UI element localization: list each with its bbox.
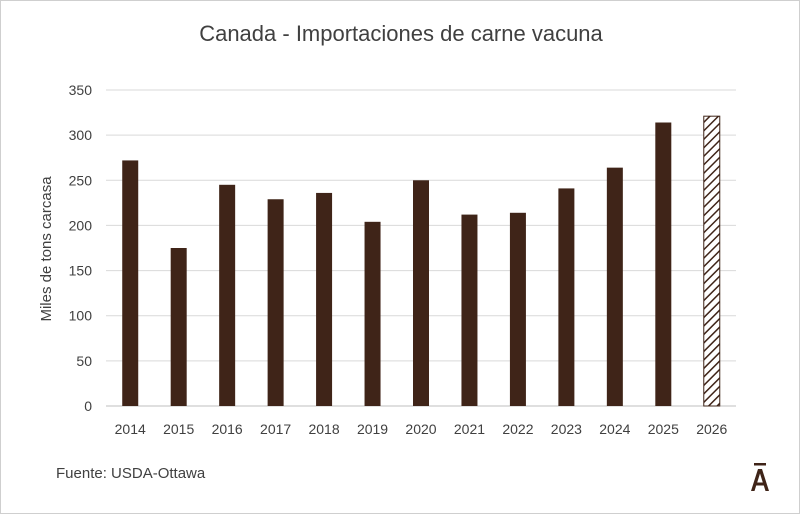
x-tick-label: 2020 [405, 421, 436, 437]
bar-2014 [122, 160, 139, 406]
y-tick-label: 100 [69, 308, 93, 324]
x-tick-label: 2023 [551, 421, 582, 437]
source-note: Fuente: USDA-Ottawa [56, 465, 206, 482]
y-tick-label: 200 [69, 217, 93, 233]
x-tick-label: 2019 [357, 421, 388, 437]
bar-2018 [316, 192, 333, 406]
a-macron-logo-icon [751, 463, 769, 491]
x-tick-label: 2022 [502, 421, 533, 437]
x-tick-label: 2015 [163, 421, 194, 437]
bar-2020 [413, 180, 429, 406]
y-tick-label: 250 [69, 172, 93, 188]
x-tick-label: 2021 [454, 421, 485, 437]
x-tick-label: 2017 [260, 421, 291, 437]
bar-2022 [509, 212, 526, 406]
x-tick-label: 2025 [648, 421, 679, 437]
bar-2016 [219, 184, 236, 406]
chart-title: Canada - Importaciones de carne vacuna [199, 21, 603, 46]
bar-2024 [606, 167, 623, 406]
x-tick-label: 2024 [599, 421, 630, 437]
x-tick-label: 2014 [115, 421, 146, 437]
y-tick-label: 300 [69, 127, 93, 143]
bar-2025 [655, 122, 672, 406]
bar-2023 [558, 188, 575, 406]
bar-2017 [267, 199, 284, 406]
bar-2015 [170, 248, 187, 406]
bar-projected-2026 [703, 115, 721, 407]
y-axis-label: Miles de tons carcasa [38, 176, 55, 322]
y-tick-label: 50 [76, 353, 92, 369]
bar-2021 [461, 214, 478, 406]
y-tick-label: 0 [84, 398, 92, 414]
y-tick-label: 150 [69, 263, 93, 279]
x-tick-label: 2018 [308, 421, 339, 437]
x-tick-label: 2026 [696, 421, 727, 437]
y-tick-label: 350 [69, 82, 93, 98]
x-tick-label: 2016 [212, 421, 243, 437]
bar-2019 [364, 221, 381, 406]
